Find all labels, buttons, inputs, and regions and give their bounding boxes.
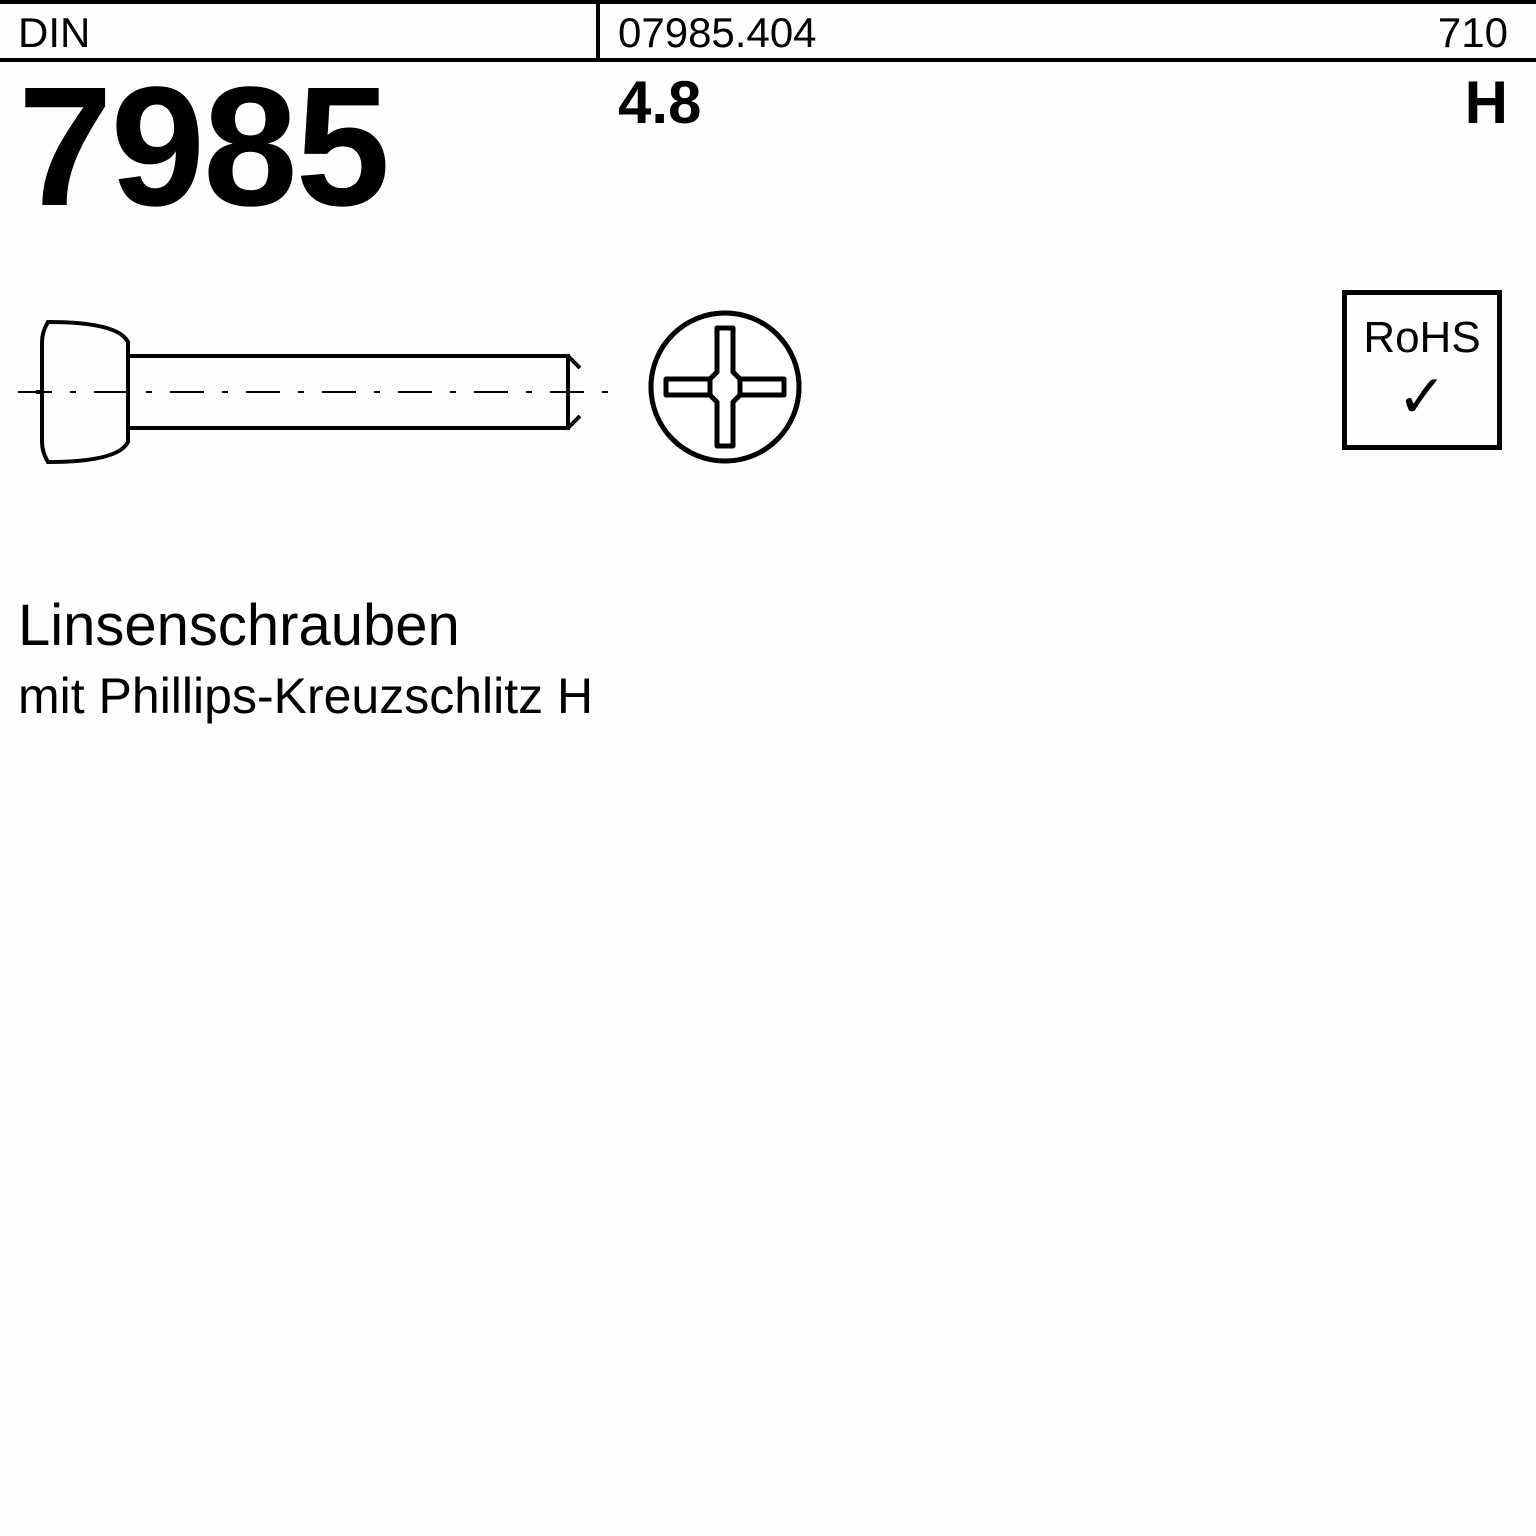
check-icon: ✓ [1397, 367, 1447, 427]
drive-letter: H [1386, 62, 1536, 143]
title-row: 7985 4.8 H [0, 62, 1536, 232]
phillips-icon-overlay [640, 302, 810, 472]
header-page: 710 [1386, 4, 1536, 58]
header-standard-label: DIN [0, 4, 600, 58]
rohs-badge: RoHS ✓ [1342, 290, 1502, 450]
standard-number: 7985 [0, 62, 600, 232]
grade: 4.8 [600, 62, 1386, 143]
diagram-row: RoHS ✓ [0, 272, 1536, 532]
description-subtitle: mit Phillips-Kreuzschlitz H [18, 667, 1518, 725]
description-title: Linsenschrauben [18, 592, 1518, 659]
rohs-label: RoHS [1363, 313, 1480, 363]
spec-sheet: DIN 07985.404 710 7985 4.8 H [0, 0, 1536, 1536]
screw-diagram [18, 302, 618, 482]
header-code: 07985.404 [600, 4, 1386, 58]
description: Linsenschrauben mit Phillips-Kreuzschlit… [0, 532, 1536, 725]
